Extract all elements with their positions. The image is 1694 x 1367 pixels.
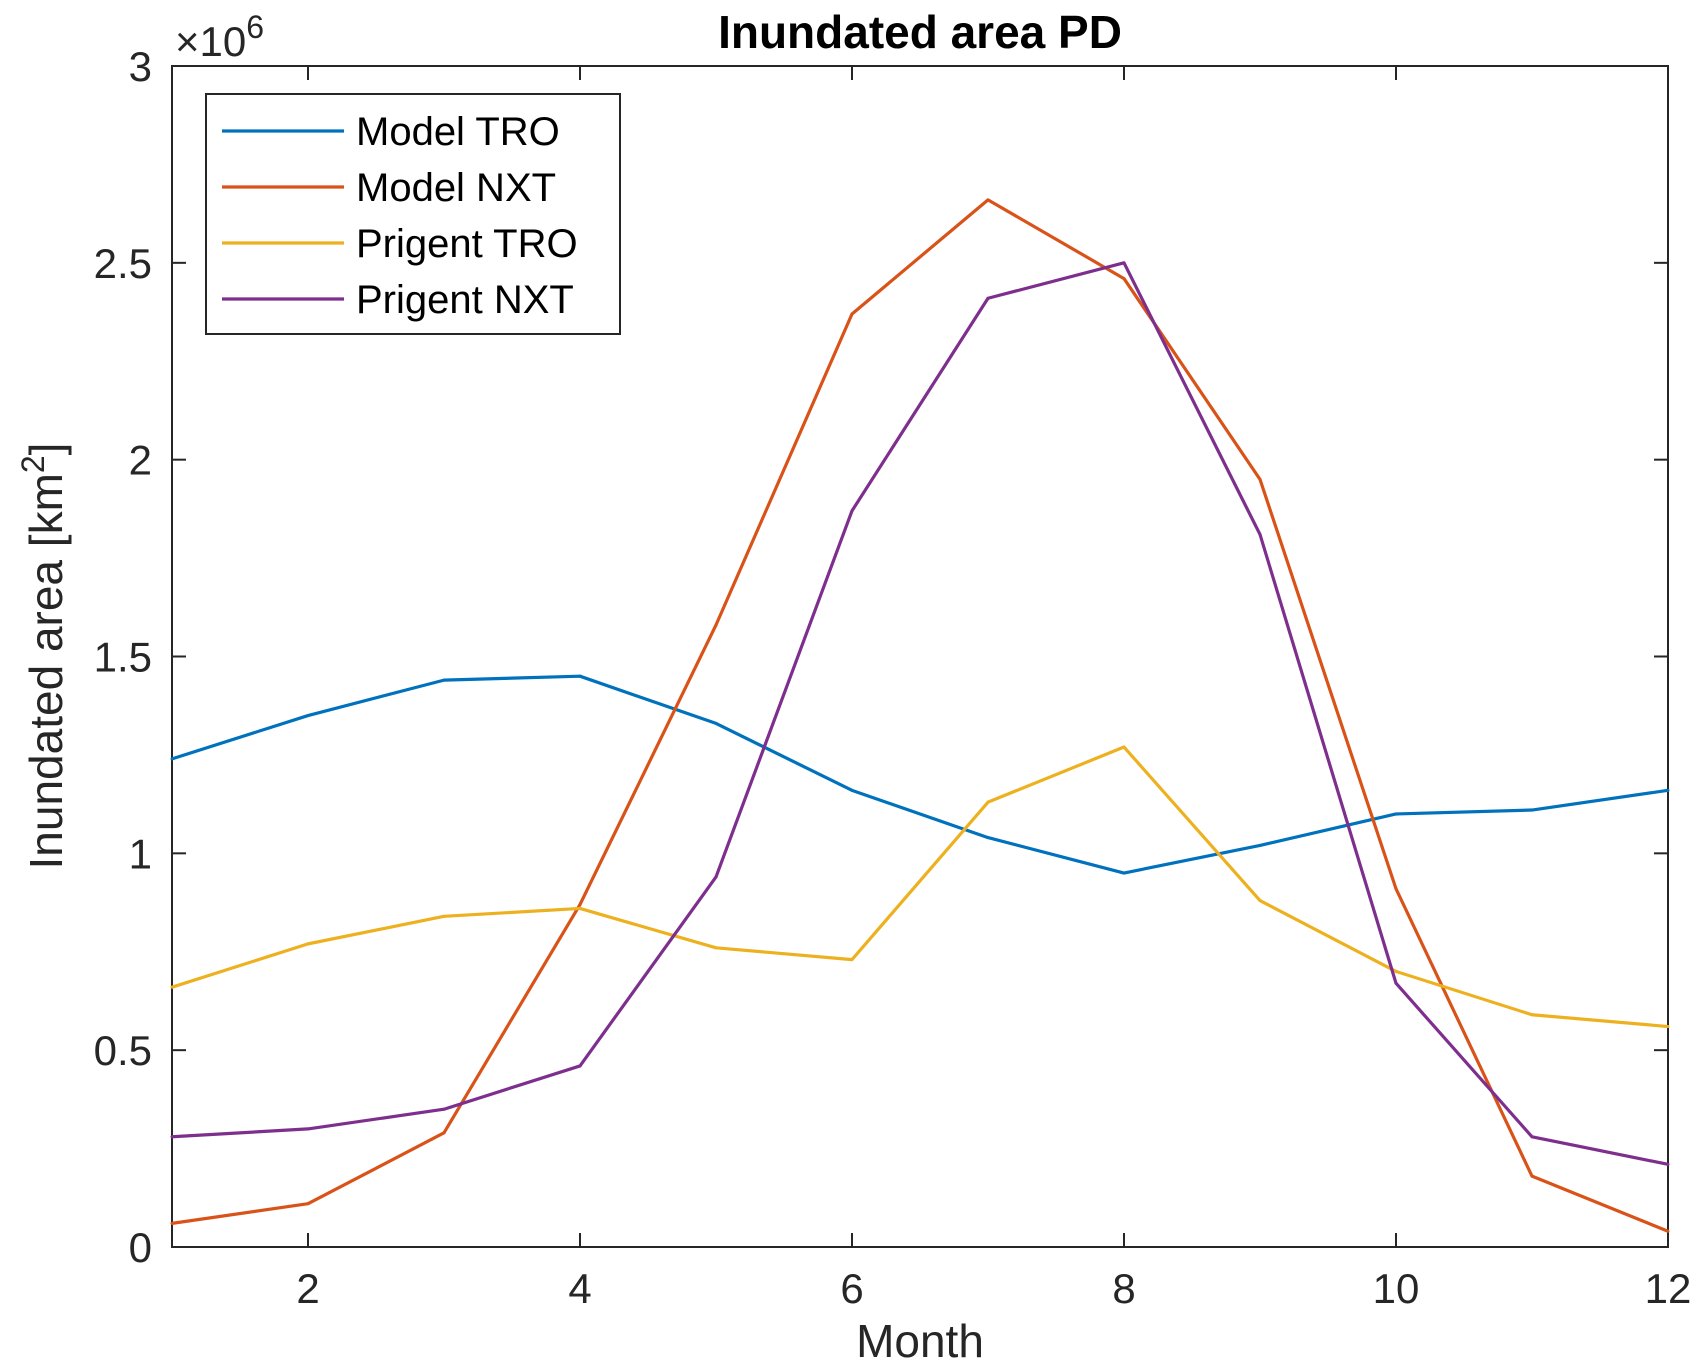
y-tick-label: 2.5 bbox=[94, 240, 152, 287]
data-point-prigent-nxt bbox=[1394, 981, 1398, 985]
data-point-prigent-tro bbox=[986, 800, 990, 804]
y-axis-label: Inundated area [km2] bbox=[15, 443, 72, 870]
legend-label-model-tro: Model TRO bbox=[356, 110, 560, 154]
series-line-prigent-tro bbox=[171, 745, 1669, 1029]
y-tick-label: 2 bbox=[129, 437, 152, 484]
series-line-model-tro bbox=[171, 674, 1669, 875]
y-axis-exponent: ×106 bbox=[175, 9, 264, 65]
data-point-prigent-nxt bbox=[986, 296, 990, 300]
data-point-model-nxt bbox=[986, 198, 990, 202]
data-point-prigent-nxt bbox=[1666, 1162, 1670, 1166]
y-axis-label-superscript: 2 bbox=[15, 455, 51, 473]
x-tick-label: 10 bbox=[1373, 1265, 1420, 1312]
data-point-prigent-tro bbox=[714, 946, 718, 950]
x-tick-label: 6 bbox=[840, 1265, 863, 1312]
y-axis-label-suffix: ] bbox=[20, 443, 72, 456]
y-tick-label: 0.5 bbox=[94, 1027, 152, 1074]
legend-label-prigent-nxt: Prigent NXT bbox=[356, 278, 574, 322]
data-point-prigent-nxt bbox=[578, 1064, 582, 1068]
data-point-prigent-tro bbox=[1122, 745, 1126, 749]
data-point-model-tro bbox=[578, 674, 582, 678]
y-axis-exponent-base: ×10 bbox=[175, 18, 246, 65]
data-point-model-nxt bbox=[1666, 1229, 1670, 1233]
data-point-model-nxt bbox=[578, 903, 582, 907]
data-point-prigent-tro bbox=[442, 914, 446, 918]
y-tick-label: 3 bbox=[129, 43, 152, 90]
data-point-model-tro bbox=[1122, 871, 1126, 875]
data-point-prigent-tro bbox=[578, 906, 582, 910]
legend: Model TRO Model NXT Prigent TRO Prigent NXT bbox=[205, 93, 621, 335]
x-tick-label: 8 bbox=[1112, 1265, 1135, 1312]
data-point-model-tro bbox=[1530, 808, 1534, 812]
x-tick-label: 12 bbox=[1645, 1265, 1692, 1312]
data-point-model-tro bbox=[986, 836, 990, 840]
data-point-model-tro bbox=[1666, 788, 1670, 792]
x-axis-ticks: 2 4 6 8 10 12 bbox=[296, 66, 1691, 1312]
data-point-prigent-tro bbox=[306, 942, 310, 946]
chart-title: Inundated area PD bbox=[718, 6, 1122, 58]
data-point-model-nxt bbox=[1394, 887, 1398, 891]
data-point-prigent-nxt bbox=[714, 875, 718, 879]
data-point-model-nxt bbox=[306, 1202, 310, 1206]
data-point-model-tro bbox=[170, 757, 174, 761]
data-point-model-nxt bbox=[170, 1221, 174, 1225]
legend-label-prigent-tro: Prigent TRO bbox=[356, 222, 578, 266]
legend-label-model-nxt: Model NXT bbox=[356, 166, 556, 210]
data-point-prigent-nxt bbox=[1122, 261, 1126, 265]
y-axis-exponent-power: 6 bbox=[246, 9, 264, 45]
y-axis-ticks: 0 0.5 1 1.5 2 2.5 3 bbox=[94, 43, 1668, 1271]
data-point-prigent-nxt bbox=[442, 1107, 446, 1111]
data-point-model-tro bbox=[850, 788, 854, 792]
data-point-prigent-tro bbox=[170, 985, 174, 989]
data-point-model-tro bbox=[442, 678, 446, 682]
data-point-model-nxt bbox=[850, 312, 854, 316]
data-point-model-nxt bbox=[1122, 277, 1126, 281]
data-point-model-tro bbox=[1394, 812, 1398, 816]
x-tick-label: 2 bbox=[296, 1265, 319, 1312]
legend-box bbox=[205, 93, 621, 335]
data-point-prigent-nxt bbox=[170, 1135, 174, 1139]
data-point-prigent-tro bbox=[1530, 1013, 1534, 1017]
data-point-prigent-nxt bbox=[306, 1127, 310, 1131]
y-tick-label: 1 bbox=[129, 830, 152, 877]
x-tick-label: 4 bbox=[568, 1265, 591, 1312]
data-point-model-nxt bbox=[1258, 477, 1262, 481]
data-point-model-nxt bbox=[442, 1131, 446, 1135]
data-point-prigent-tro bbox=[1666, 1025, 1670, 1029]
x-axis-label: Month bbox=[856, 1315, 984, 1367]
series-line-prigent-nxt bbox=[171, 261, 1669, 1166]
data-point-prigent-tro bbox=[1258, 899, 1262, 903]
data-point-model-nxt bbox=[1530, 1174, 1534, 1178]
y-tick-label: 0 bbox=[129, 1224, 152, 1271]
y-axis-label-text: Inundated area [km bbox=[20, 473, 72, 869]
series-lines bbox=[170, 198, 1670, 1233]
data-point-model-tro bbox=[306, 714, 310, 718]
data-point-model-nxt bbox=[714, 623, 718, 627]
legend-items: Model TRO Model NXT Prigent TRO Prigent NXT bbox=[222, 110, 578, 322]
y-tick-label: 1.5 bbox=[94, 634, 152, 681]
data-point-prigent-nxt bbox=[850, 509, 854, 513]
data-point-model-tro bbox=[714, 721, 718, 725]
data-point-prigent-nxt bbox=[1258, 532, 1262, 536]
data-point-prigent-nxt bbox=[1530, 1135, 1534, 1139]
series-line-model-nxt bbox=[171, 198, 1669, 1233]
data-point-prigent-tro bbox=[1394, 969, 1398, 973]
data-point-prigent-tro bbox=[850, 958, 854, 962]
data-point-model-tro bbox=[1258, 843, 1262, 847]
